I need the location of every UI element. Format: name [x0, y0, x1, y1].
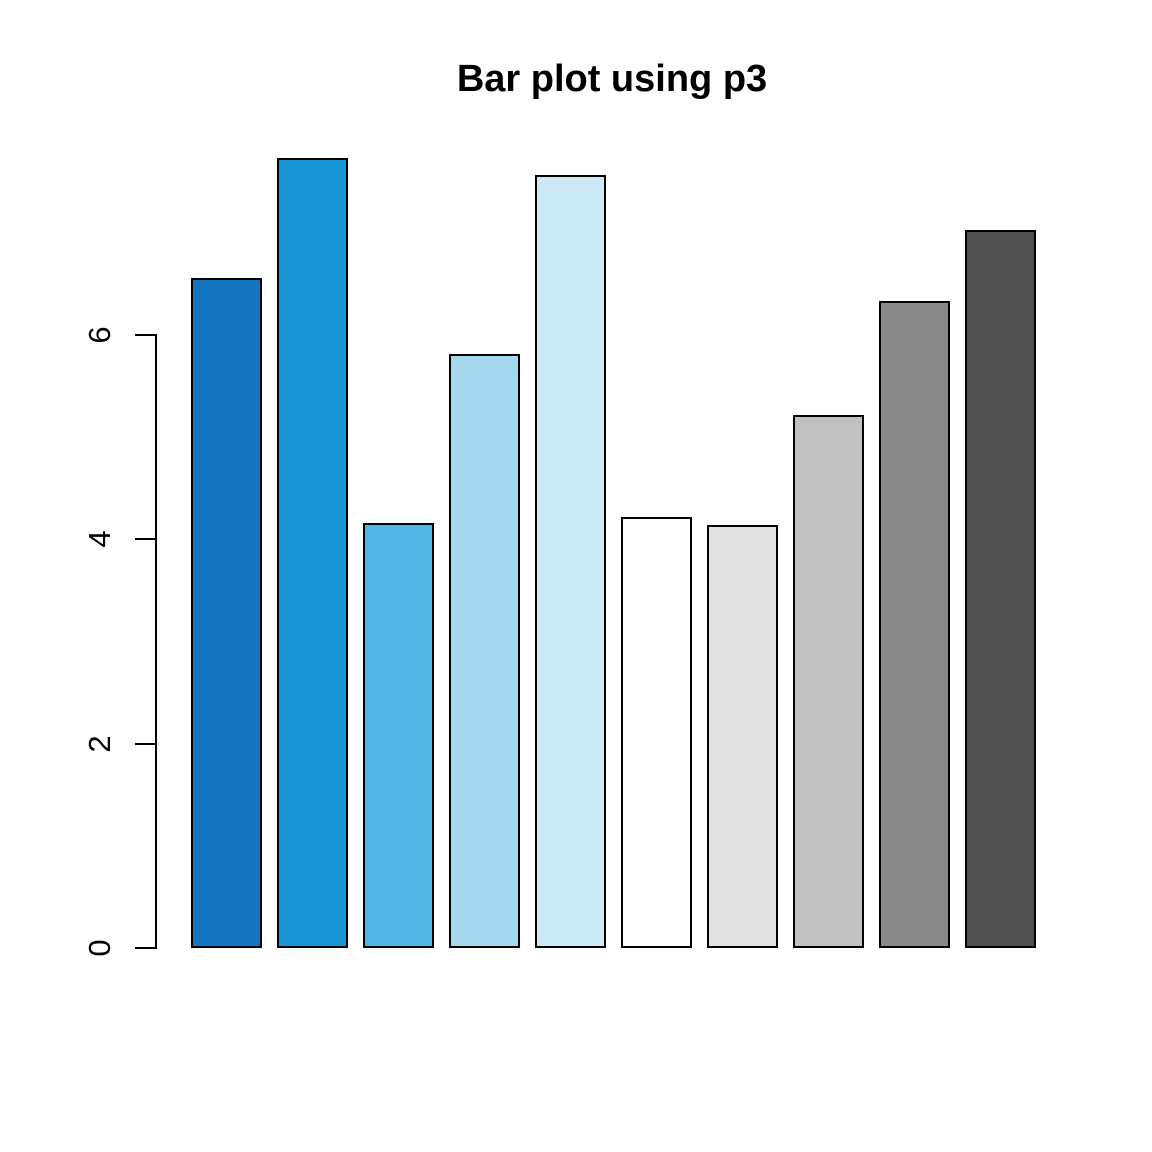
y-tick-label: 2: [82, 734, 117, 753]
bar-10: [964, 229, 1037, 948]
bar-6: [620, 516, 693, 948]
y-axis-line: [155, 333, 157, 949]
bar-1: [190, 277, 263, 948]
bar-8: [792, 414, 865, 948]
bar-4: [448, 354, 521, 948]
bar-3: [362, 522, 435, 948]
bar-5: [534, 175, 607, 948]
bar-2: [276, 157, 349, 948]
y-tick-mark: [135, 333, 155, 336]
y-tick-mark: [135, 538, 155, 541]
bar-9: [878, 301, 951, 948]
y-tick-label: 4: [82, 530, 117, 548]
bar-7: [706, 524, 779, 948]
y-tick-label: 6: [82, 326, 117, 344]
chart-title: Bar plot using p3: [456, 58, 768, 100]
y-tick-mark: [135, 742, 155, 745]
y-tick-mark: [135, 947, 155, 949]
y-tick-label: 0: [82, 939, 117, 957]
